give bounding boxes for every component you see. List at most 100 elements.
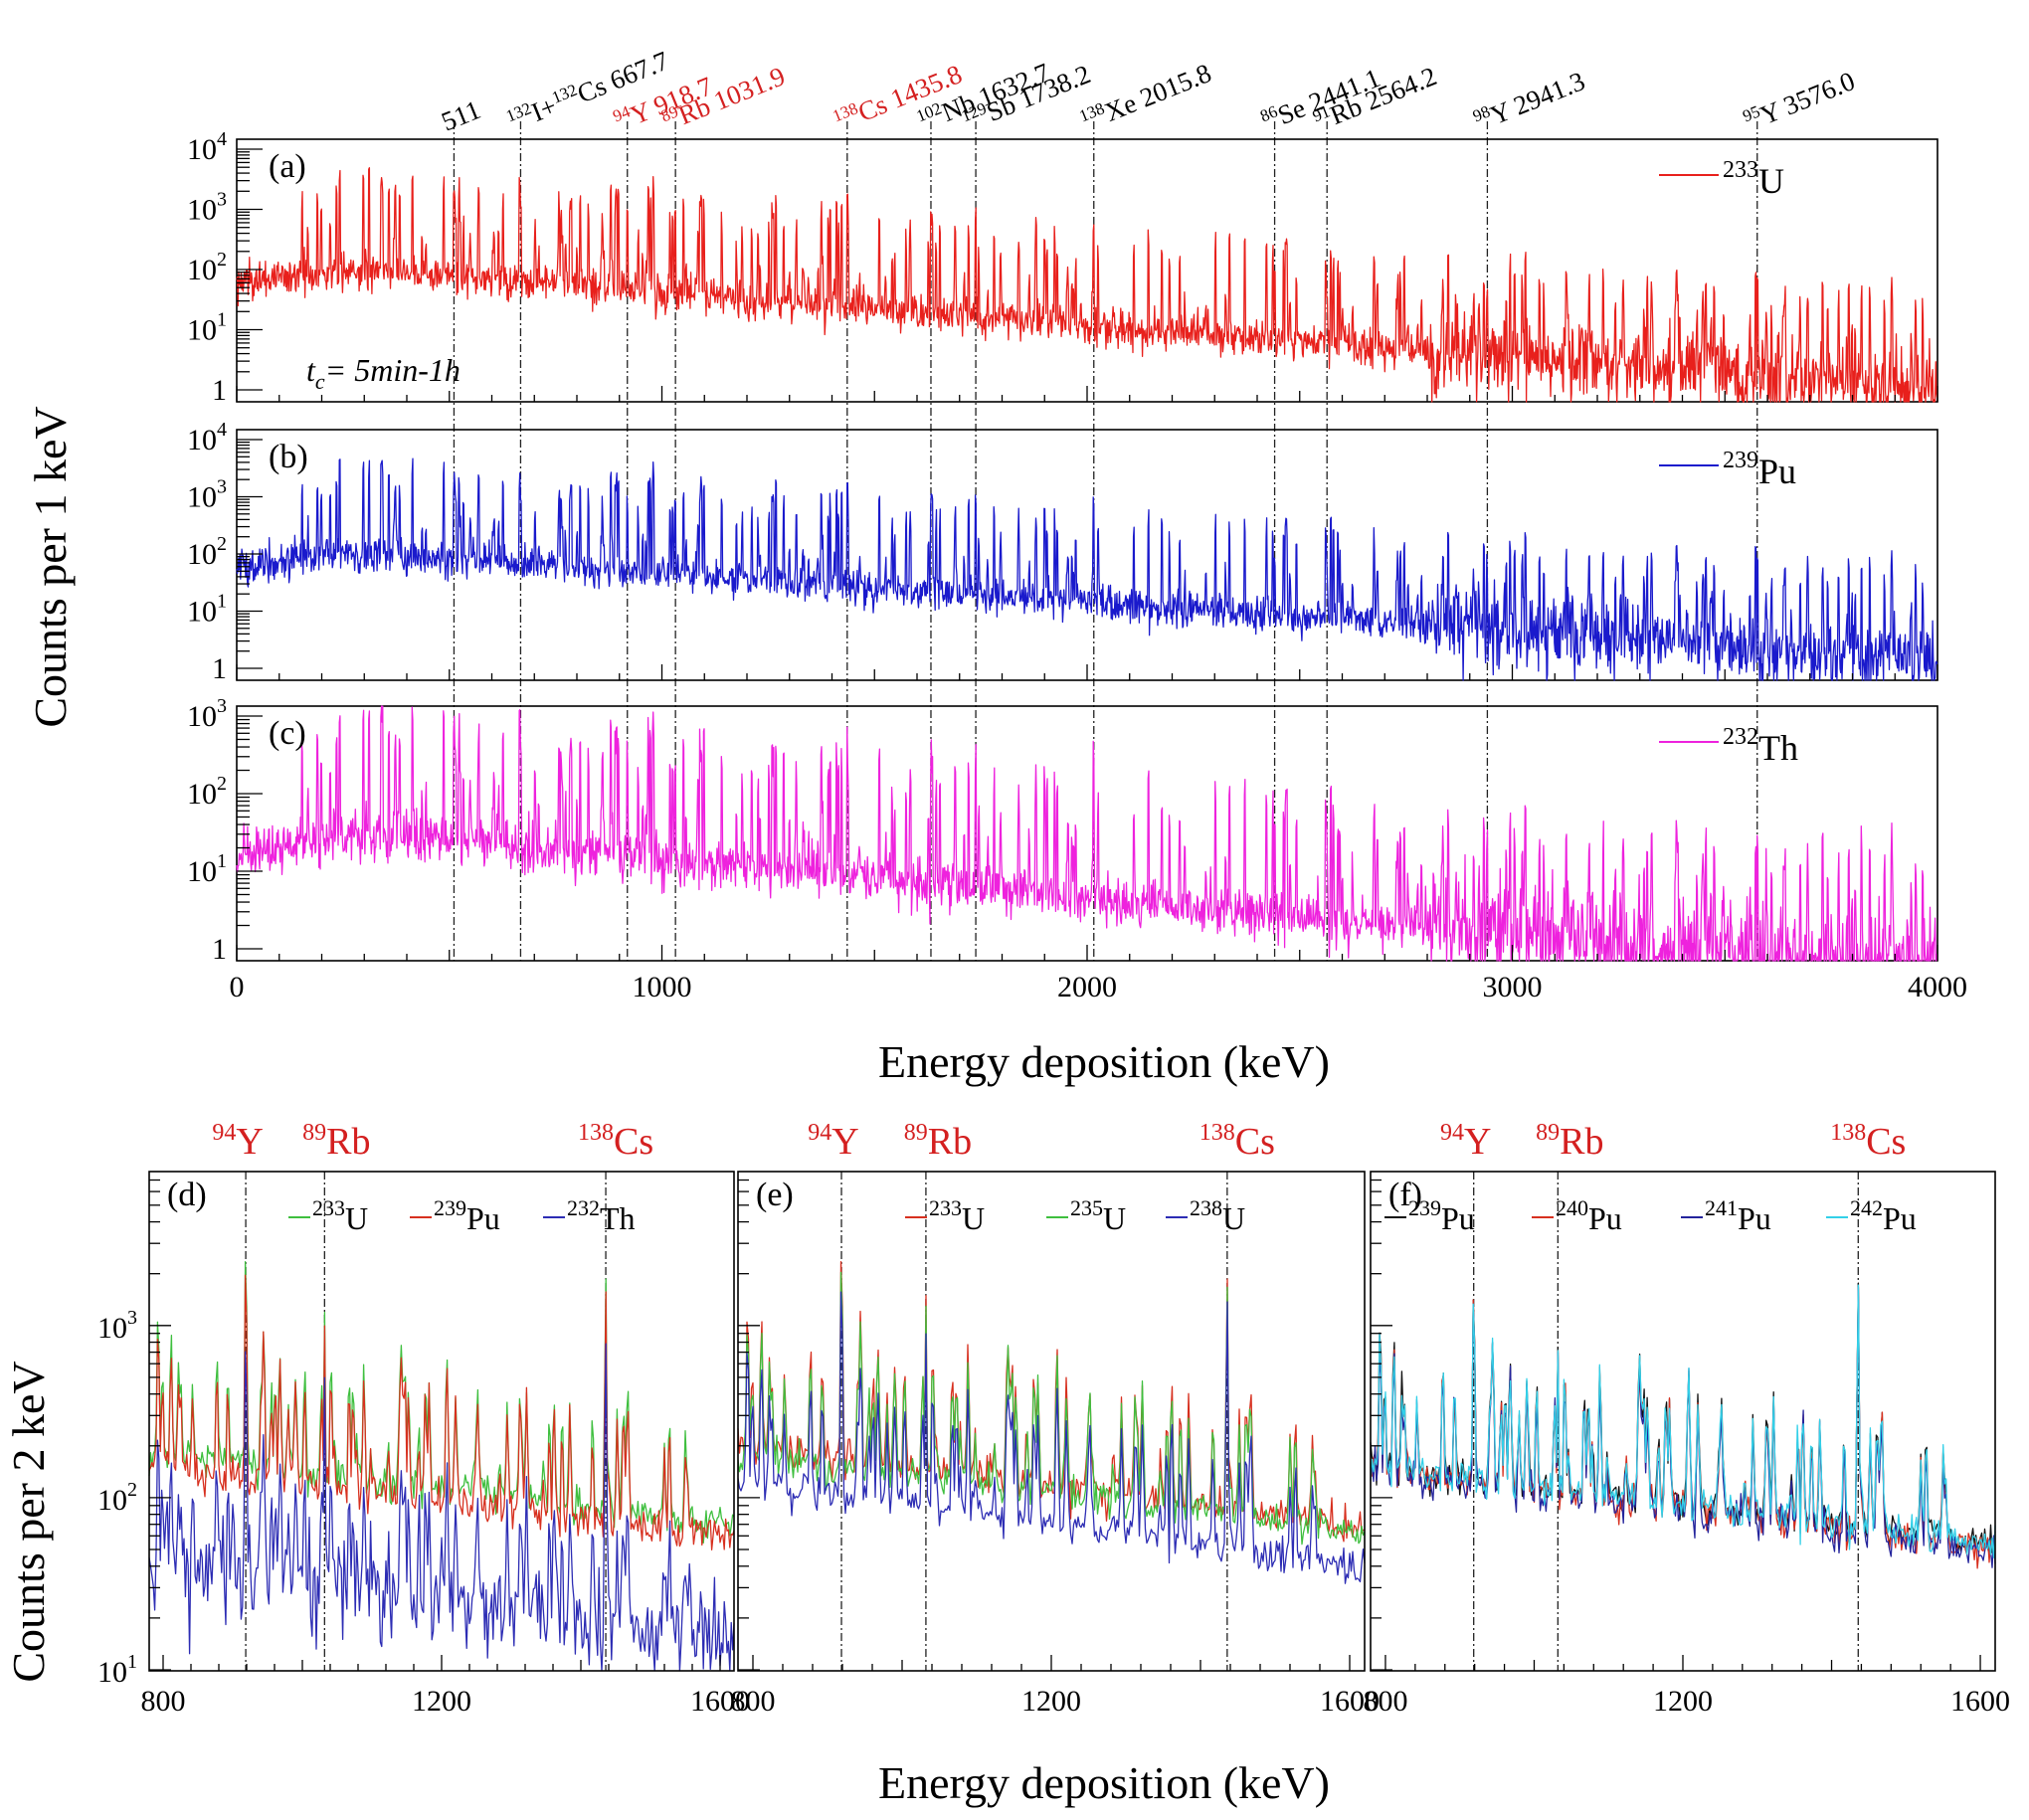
peak-title-el-e-0: Y: [831, 1121, 858, 1163]
panel-tag-c: (c): [269, 715, 306, 752]
top-xtick-label-3: 3000: [1483, 971, 1543, 1003]
ytick-base-a-3: 10: [187, 194, 217, 227]
ytick-label-c-0: 1: [212, 933, 227, 966]
annotation-t: t: [306, 352, 316, 388]
trace-f-242Pu: [1370, 1284, 1996, 1558]
peak-title-el-f-2: Cs: [1866, 1121, 1906, 1163]
peak-title-el-e-1: Rb: [928, 1121, 972, 1163]
spectrum-c: [236, 705, 1938, 962]
ytick-label-b-0: 1: [212, 652, 227, 685]
peak-title-el-d-2: Cs: [614, 1121, 653, 1163]
top-xtick-label-4: 4000: [1908, 971, 1967, 1003]
legend-label-f-1: 240Pu: [1556, 1195, 1622, 1236]
legend-el-e-0: U: [962, 1200, 985, 1236]
ytick-label-c-1: 101: [187, 850, 227, 888]
legend-el-e-2: U: [1222, 1200, 1245, 1236]
peak-title-el-f-0: Y: [1464, 1121, 1491, 1163]
panel-tag-e: (e): [756, 1177, 794, 1213]
ytick-base-c-1: 10: [187, 855, 217, 888]
legend-label-e-1: 235U: [1070, 1195, 1126, 1236]
xtick-label-d-2: 1600: [690, 1685, 750, 1718]
legend-el-d-2: Th: [600, 1200, 636, 1236]
frame-d: [148, 1171, 735, 1672]
legend-label-b: 239Pu: [1723, 448, 1796, 491]
legend-mass-c: 232: [1723, 724, 1758, 750]
peak-title-mass-f-2: 138: [1830, 1120, 1866, 1146]
ytick-label-b-4: 104: [187, 419, 227, 456]
top-xtick-label-1: 1000: [633, 971, 692, 1003]
legend-el-f-1: Pu: [1588, 1200, 1622, 1236]
peak-title-mass-d-1: 89: [302, 1120, 326, 1146]
legend-el-f-0: Pu: [1441, 1200, 1475, 1236]
ytick-exp-b-4: 4: [217, 419, 227, 441]
xtick-label-e-2: 1600: [1320, 1685, 1380, 1718]
legend-label-d-1: 239Pu: [434, 1195, 500, 1236]
ytick-exp-b-3: 3: [217, 476, 227, 498]
panel-tag-b: (b): [269, 439, 308, 475]
ytick-exp-a-4: 4: [217, 128, 227, 150]
ytick-exp-a-1: 1: [217, 309, 227, 331]
ytick-base-c-3: 10: [187, 700, 217, 733]
legend-mass-a: 233: [1723, 157, 1758, 183]
ytick-base-b-0: 1: [212, 652, 227, 685]
peak-title-el-e-2: Cs: [1235, 1121, 1275, 1163]
ytick-label-c-3: 103: [187, 695, 227, 733]
peak-title-el-d-0: Y: [236, 1121, 263, 1163]
bottom-ytick-base-0: 10: [97, 1656, 127, 1689]
ytick-exp-b-1: 1: [217, 591, 227, 613]
peak-mass-2: 94: [610, 101, 633, 125]
panel-tag-a: (a): [269, 148, 306, 185]
peak-title-d-2: 138Cs: [578, 1120, 653, 1163]
time-cut-annotation: tc= 5min-1h: [306, 352, 461, 394]
peak-mass-11: 95: [1740, 101, 1762, 125]
peak-label-7: 138Xe 2015.8: [1076, 57, 1215, 136]
trace-d-239Pu: [148, 1274, 735, 1550]
legend-label-c: 232Th: [1723, 724, 1798, 768]
peak-title-e-0: 94Y: [808, 1120, 858, 1163]
legend-mass-e-2: 238: [1190, 1195, 1222, 1220]
xtick-label-e-0: 800: [731, 1685, 776, 1718]
legend-mass-d-1: 239: [434, 1195, 466, 1220]
peak-title-f-1: 89Rb: [1536, 1120, 1603, 1163]
ytick-base-c-0: 1: [212, 933, 227, 966]
peak-title-d-0: 94Y: [212, 1120, 263, 1163]
peak-name-0: 511: [437, 94, 484, 137]
bottom-ytick-exp-0: 1: [127, 1651, 137, 1673]
top-x-axis-title: Energy deposition (keV): [878, 1036, 1330, 1087]
xtick-label-d-0: 800: [141, 1685, 186, 1718]
bottom-ytick-exp-2: 3: [127, 1307, 137, 1329]
ytick-base-c-2: 10: [187, 778, 217, 811]
legend-mass-d-0: 233: [312, 1195, 345, 1220]
legend-mass-d-2: 232: [567, 1195, 600, 1220]
legend-label-d-2: 232Th: [567, 1195, 636, 1236]
bottom-ytick-base-2: 10: [97, 1312, 127, 1345]
panel-tag-f: (f): [1388, 1177, 1422, 1213]
ytick-base-a-4: 10: [187, 133, 217, 166]
peak-title-mass-e-2: 138: [1199, 1120, 1235, 1146]
xtick-label-e-1: 1200: [1021, 1685, 1081, 1718]
bottom-ytick-label-1: 102: [97, 1479, 137, 1517]
ytick-label-b-1: 101: [187, 591, 227, 629]
peak-title-el-d-1: Rb: [326, 1121, 370, 1163]
xtick-label-f-2: 1600: [1950, 1685, 2010, 1718]
spectrum-b: [236, 457, 1938, 681]
bottom-x-axis-title: Energy deposition (keV): [878, 1757, 1330, 1808]
legend-el-d-1: Pu: [466, 1200, 500, 1236]
peak-mass-9: 91: [1310, 101, 1333, 125]
peak-title-mass-e-1: 89: [904, 1120, 928, 1146]
bottom-ytick-exp-1: 2: [127, 1479, 137, 1501]
legend-mass-f-3: 242: [1850, 1195, 1883, 1220]
legend-label-f-3: 242Pu: [1850, 1195, 1917, 1236]
peak-title-d-1: 89Rb: [302, 1120, 370, 1163]
ytick-base-a-2: 10: [187, 254, 217, 286]
legend-mass-e-1: 235: [1070, 1195, 1103, 1220]
ytick-exp-c-1: 1: [217, 850, 227, 872]
spectrum-a: [236, 167, 1938, 403]
